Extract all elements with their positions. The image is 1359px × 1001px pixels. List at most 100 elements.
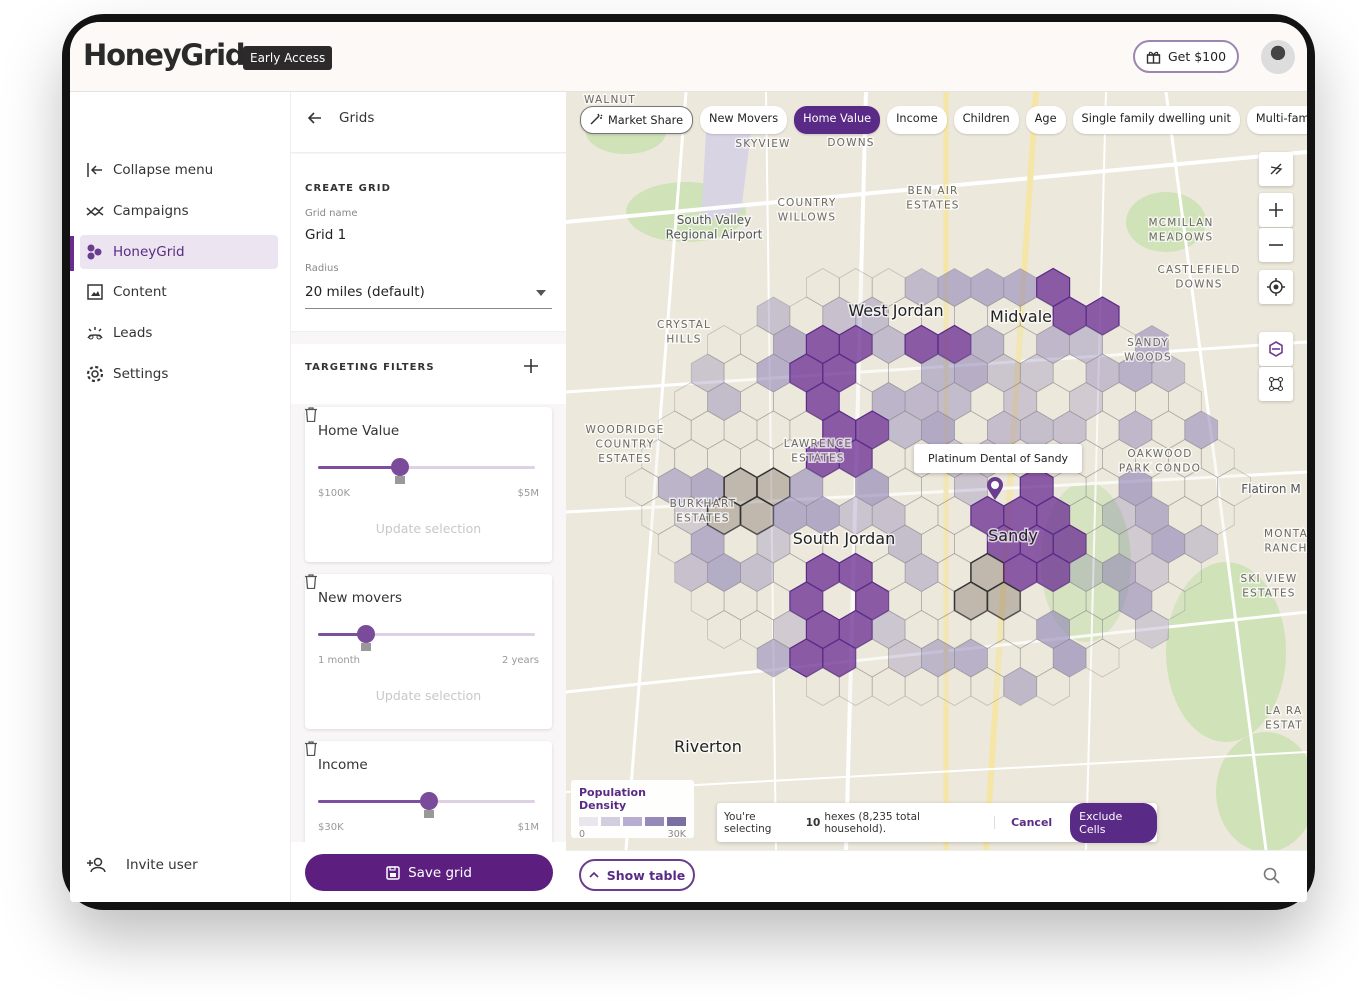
layer-chip[interactable]: Income [887,106,947,134]
hex-cell[interactable] [756,410,791,450]
hex-cell[interactable] [855,467,889,507]
layer-chip[interactable]: Market Share [580,106,694,134]
layer-chip[interactable]: Age [1025,106,1066,134]
hex-cell[interactable] [806,496,840,535]
hex-cell[interactable] [838,667,873,706]
show-table-button[interactable]: Show table [579,859,695,891]
grid-name[interactable]: Grid 1 [305,227,347,243]
hex-cell[interactable] [1168,553,1202,592]
hex-cell[interactable] [1102,610,1136,649]
slider-knob[interactable] [419,792,438,818]
hex-cell[interactable] [1069,382,1103,421]
location-pin[interactable] [986,477,1004,501]
hex-cell[interactable] [888,467,922,507]
hex-cell[interactable] [904,667,939,706]
hex-cell[interactable] [888,524,922,564]
hex-cell[interactable] [954,353,988,393]
hex-cell[interactable] [838,496,873,535]
nav-item[interactable]: Content [80,275,278,309]
hex-cell[interactable] [1052,410,1087,450]
hex-cell[interactable] [871,268,906,307]
hex-cell[interactable] [987,410,1021,450]
hex-cell[interactable] [1052,353,1087,393]
hex-cell[interactable] [740,553,774,592]
hex-cell[interactable] [1036,325,1070,364]
hex-cell[interactable] [937,667,972,706]
hex-cell[interactable] [921,410,955,450]
hex-cell[interactable] [707,553,741,592]
hex-cell[interactable] [987,353,1021,393]
hex-cell[interactable] [641,496,676,535]
delete-icon[interactable] [305,407,317,423]
hex-cell[interactable] [707,610,741,649]
hex-cell[interactable] [954,638,988,678]
nav-item[interactable]: HoneyGrid [80,234,278,269]
invite-user[interactable]: Invite user [80,848,278,882]
save-grid-button[interactable]: Save grid [305,854,553,891]
hex-cell[interactable] [690,353,725,393]
update-button[interactable]: Update selection [375,688,482,703]
map[interactable]: WALNUT SKYVIEW DOWNS South Valley Regional A… [566,92,1307,850]
hex-cell[interactable] [921,524,955,564]
hex-tool[interactable] [1259,332,1293,366]
select-tool[interactable] [1259,367,1293,401]
hex-cell[interactable] [1118,410,1153,450]
hex-cell[interactable] [1003,667,1038,706]
hex-cell[interactable] [986,581,1022,621]
hex-cell[interactable] [723,410,758,450]
hex-cell[interactable] [1151,581,1186,621]
hex-cell[interactable] [1217,467,1251,507]
layer-chip[interactable]: Home Value [794,106,881,134]
nav-item[interactable]: Campaigns [80,194,278,228]
layer-chip[interactable]: Children [953,106,1019,134]
hex-cell[interactable] [904,496,939,535]
hex-cell[interactable] [1019,410,1054,450]
hex-cell[interactable] [806,667,840,706]
add-filter[interactable] [524,359,538,373]
hex-cell[interactable] [1036,552,1071,593]
nav-item[interactable]: Leads [80,316,278,350]
back-label[interactable]: Grids [339,110,375,126]
radius-select[interactable]: 20 miles (default) [305,284,425,300]
hex-cell[interactable] [1003,382,1038,421]
hex-cell[interactable] [1200,496,1235,535]
layer-chip[interactable]: Single family dwelling unit [1072,106,1240,134]
hex-cell[interactable] [1200,439,1235,478]
hex-cell[interactable] [1118,353,1153,393]
update-button[interactable]: Update selection [375,521,482,536]
hex-cell[interactable] [690,581,725,621]
cancel-button[interactable]: Cancel [994,816,1052,829]
hex-cell[interactable] [871,667,906,706]
hex-cell[interactable] [1184,467,1219,507]
slider-knob[interactable] [391,458,410,484]
hex-cell[interactable] [954,410,988,450]
hex-cell[interactable] [904,553,939,592]
delete-icon[interactable] [305,741,317,757]
hex-cell[interactable] [888,581,922,621]
nav-item[interactable]: Settings [80,357,278,391]
reward-button[interactable]: Get $100 [1133,40,1239,73]
map-canvas[interactable]: WALNUT SKYVIEW DOWNS South Valley Regional A… [566,92,1307,850]
hex-cell[interactable] [756,524,791,564]
avatar[interactable] [1261,40,1295,74]
hex-cell[interactable] [1036,667,1070,706]
nav-item[interactable]: Collapse menu [80,153,278,187]
hex-cell[interactable] [1151,353,1186,393]
hex-cell[interactable] [1036,382,1070,421]
hex-cell[interactable] [1019,353,1054,393]
hex-cell[interactable] [1168,439,1202,478]
hex-cell[interactable] [1085,638,1120,678]
layer-chip[interactable]: New Movers [700,106,788,134]
hex-cell[interactable] [674,382,708,421]
map-control[interactable] [1259,152,1293,186]
back-arrow[interactable] [307,110,323,126]
exclude-button[interactable]: Exclude Cells [1070,802,1157,843]
hex-cell[interactable] [1052,638,1087,678]
hex-cell[interactable] [1184,410,1219,450]
hex-cell[interactable] [707,325,741,364]
hex-cell[interactable] [1118,581,1153,621]
zoom-out[interactable] [1259,228,1293,262]
hex-cell[interactable] [740,382,774,421]
hex-cell[interactable] [806,268,840,307]
hex-cell[interactable] [871,610,906,649]
